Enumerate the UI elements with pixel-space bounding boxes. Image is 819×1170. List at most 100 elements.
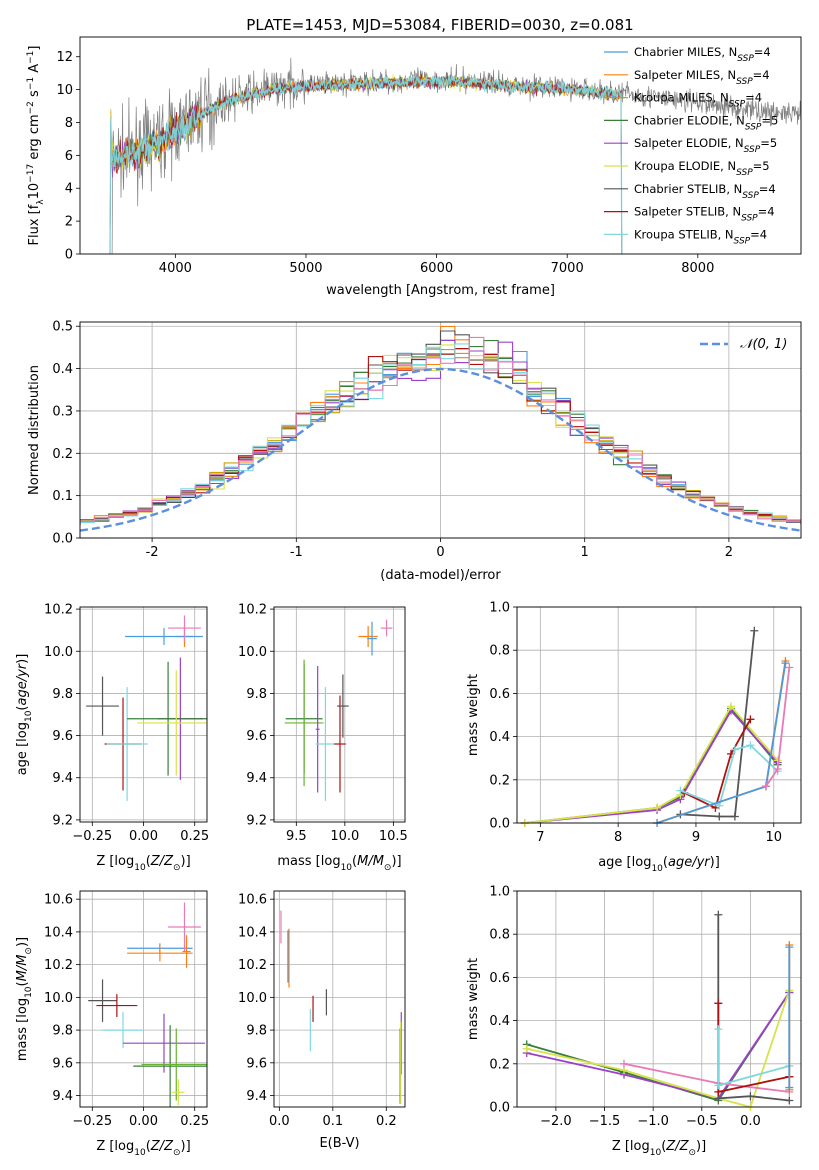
- weight-vs-age-panel: 7 8 9 10 0.0 0.2 0.4 0.6 0.8 1.0 age [log10(age/yr…: [466, 601, 802, 874]
- model-spectrum-line-kroupa_miles: [109, 74, 623, 254]
- histogram-pink: [80, 336, 801, 526]
- x-tick-label: 0.0: [740, 1114, 761, 1129]
- y-tick-label: 9.2: [246, 813, 267, 828]
- x-tick-label: 4000: [159, 261, 192, 276]
- y-tick-label: 10.6: [44, 893, 73, 908]
- y-tick-label: 0.5: [52, 320, 73, 335]
- y-tick-label: 9.4: [246, 771, 267, 786]
- model-spectrum-line-salpeter_stelib: [109, 74, 623, 254]
- x-tick-label: 8000: [681, 261, 714, 276]
- weight-line-salpeter_elodie: [526, 991, 791, 1100]
- x-tick-label: 0.25: [180, 829, 209, 844]
- axes-frame: [273, 606, 406, 823]
- y-tick-label: 0.4: [489, 1014, 510, 1029]
- weight-line-kroupa_elodie: [526, 990, 791, 1107]
- y-tick-label: 0.0: [489, 1101, 510, 1116]
- y-tick-label: 0.6: [489, 971, 510, 986]
- x-tick-label: −0.25: [72, 829, 112, 844]
- axes-frame: [273, 890, 406, 1108]
- weight-marker-kroupa_stelib: [676, 786, 685, 795]
- legend-entry: Kroupa MILES, NSSP=4: [634, 91, 762, 110]
- y-tick-label: 9.4: [246, 1089, 267, 1104]
- y-tick-label: 1.0: [489, 601, 510, 616]
- weight-marker-salpeter_stelib: [746, 715, 755, 724]
- x-tick-label: 9.5: [286, 829, 307, 844]
- legend-entry: Salpeter MILES, NSSP=4: [634, 68, 770, 87]
- y-tick-label: 10.2: [238, 958, 267, 973]
- x-tick-label: −1.0: [637, 1114, 669, 1129]
- x-tick-label: -2: [146, 545, 159, 560]
- weight-marker-kroupa_elodie: [726, 702, 735, 711]
- x-tick-label: -1: [290, 545, 303, 560]
- axes-frame: [516, 890, 802, 1108]
- weight-marker-chabrier_stelib: [730, 812, 739, 821]
- weight-marker-chabrier_miles: [785, 943, 794, 952]
- x-axis-label: Z [log10(Z/Z⊙)]: [96, 1139, 190, 1158]
- x-tick-label: 0.1: [322, 1114, 343, 1129]
- y-tick-label: 10.2: [44, 603, 73, 618]
- y-tick-label: 2: [65, 215, 73, 230]
- y-tick-label: 10.0: [238, 645, 267, 660]
- y-tick-label: 0.2: [489, 1057, 510, 1072]
- y-tick-label: 10.6: [238, 893, 267, 908]
- x-tick-label: 2: [725, 545, 733, 560]
- x-tick-label: 0.00: [129, 1114, 158, 1129]
- y-tick-label: 10.2: [44, 958, 73, 973]
- y-tick-label: 0.0: [52, 532, 73, 547]
- x-tick-label: 10.0: [330, 829, 359, 844]
- x-tick-label: 7000: [551, 261, 584, 276]
- x-axis-label: age [log10(age/yr)]: [598, 855, 720, 874]
- weight-marker-kroupa_stelib: [714, 1025, 723, 1034]
- weight-marker-kroupa_stelib: [746, 741, 755, 750]
- legend-entry: Chabrier MILES, NSSP=4: [634, 45, 771, 64]
- x-tick-label: 6000: [420, 261, 453, 276]
- y-tick-label: 9.4: [52, 771, 73, 786]
- model-spectrum-line-kroupa_elodie: [109, 73, 623, 254]
- x-tick-label: 0.0: [269, 1114, 290, 1129]
- y-tick-label: 6: [65, 149, 73, 164]
- y-axis-label: mass weight: [466, 674, 481, 756]
- y-tick-label: 0.2: [489, 773, 510, 788]
- weight-marker-kroupa_elodie: [653, 803, 662, 812]
- axes-frame: [79, 36, 802, 255]
- y-axis-label: mass [log10(M/M⊙)]: [15, 937, 34, 1061]
- normal-curve-line: [80, 367, 801, 532]
- y-axis-label: Flux [fλ10−17 erg cm−2 s−1 A−1]: [26, 46, 46, 246]
- weight-marker-pink: [773, 765, 782, 773]
- weight-marker-kroupa_stelib: [730, 745, 739, 754]
- x-tick-label: 0.00: [129, 829, 158, 844]
- x-tick-label: 10: [765, 830, 782, 845]
- x-tick-label: 7: [536, 830, 544, 845]
- weight-marker-salpeter_stelib: [714, 999, 723, 1008]
- y-tick-label: 10: [56, 83, 73, 98]
- weight-marker-chabrier_stelib: [750, 626, 759, 635]
- y-tick-label: 10.4: [44, 925, 73, 940]
- model-spectrum-line-chabrier_elodie: [109, 75, 623, 254]
- y-tick-label: 0: [65, 248, 73, 263]
- x-tick-label: 1: [581, 545, 589, 560]
- y-axis-label: age [log10(age/yr)]: [15, 654, 34, 776]
- x-tick-label: 0.25: [180, 1114, 209, 1129]
- x-tick-label: 0: [436, 545, 444, 560]
- y-tick-label: 9.4: [52, 1089, 73, 1104]
- x-tick-label: 10.5: [379, 829, 408, 844]
- y-tick-label: 0.1: [52, 489, 73, 504]
- weight-marker-chabrier_miles: [785, 1083, 794, 1092]
- weight-marker-chabrier_stelib: [715, 812, 724, 821]
- x-tick-label: 5000: [289, 261, 322, 276]
- model-spectrum-line-kroupa_stelib: [109, 75, 623, 254]
- x-tick-label: −0.5: [686, 1114, 718, 1129]
- figure-title: PLATE=1453, MJD=53084, FIBERID=0030, z=0…: [246, 16, 633, 34]
- x-tick-label: 0.2: [376, 1114, 397, 1129]
- legend-entry: Salpeter STELIB, NSSP=4: [634, 205, 775, 224]
- y-tick-label: 1.0: [489, 885, 510, 900]
- chart-panels: 4000 5000 6000 7000 8000024681012wavelength …: [15, 36, 802, 1158]
- y-tick-label: 4: [65, 182, 73, 197]
- y-tick-label: 9.8: [246, 687, 267, 702]
- y-tick-label: 9.2: [52, 813, 73, 828]
- y-tick-label: 0.0: [489, 817, 510, 832]
- x-axis-label: Z [log10(Z/Z⊙)]: [96, 854, 190, 873]
- weight-marker-pink: [785, 663, 794, 672]
- y-tick-label: 10.0: [238, 991, 267, 1006]
